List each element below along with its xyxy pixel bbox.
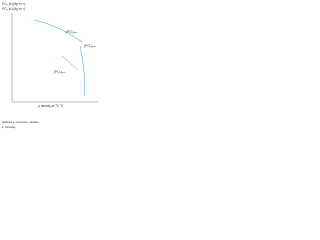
curve-label: (PO₂)ₑₓₚ — [54, 70, 66, 74]
figure: PO₂,th (Mg·m⁻³) PO₂,th (Mg·m⁻³) (PO₂)ₑₓₚ… — [2, 2, 98, 129]
curve — [33, 19, 83, 43]
curve-label: (PO₂)ₑₓₚ — [66, 30, 78, 34]
curve-label: (PCl₂)ₑₓₚ — [84, 44, 97, 48]
caption: ε: porosity — [2, 125, 16, 129]
y-axis-label: PO₂,th (Mg·m⁻³) — [2, 7, 25, 11]
curve — [79, 45, 85, 97]
curve — [61, 55, 79, 71]
caption: Isolines ρ: tensions, clothes — [2, 120, 39, 124]
y-axis-label: PO₂,th (Mg·m⁻³) — [2, 2, 25, 6]
x-axis-label: ρ density at 70 °C — [38, 104, 64, 108]
